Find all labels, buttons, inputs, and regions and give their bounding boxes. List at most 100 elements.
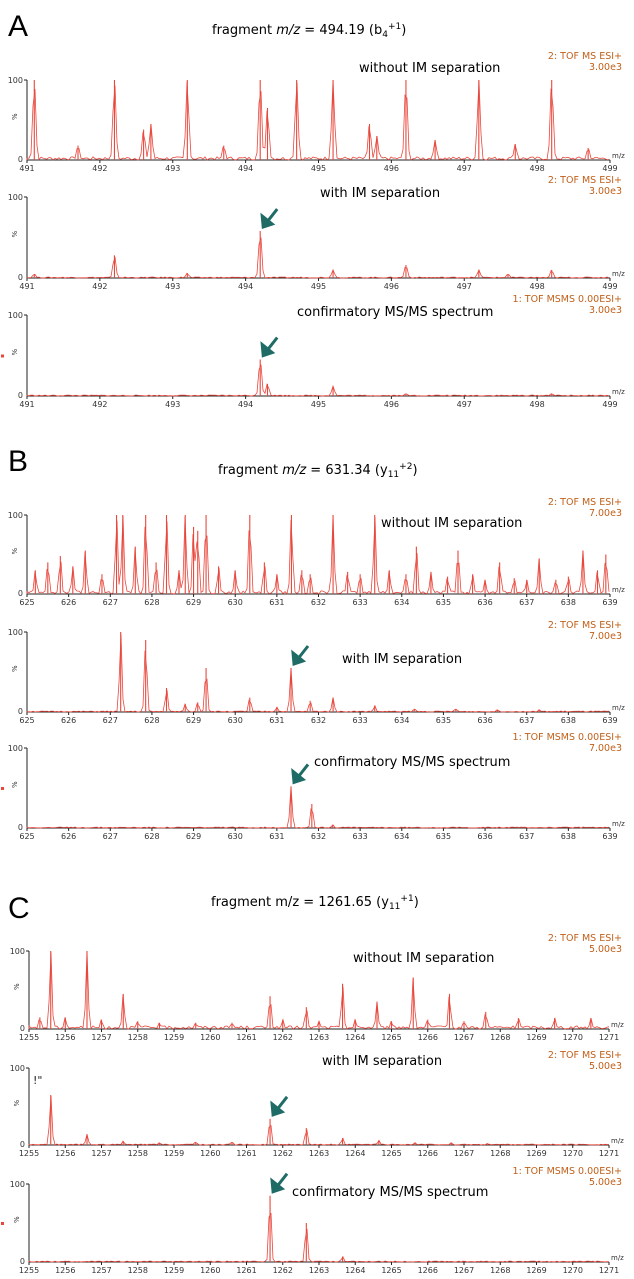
x-tick-label: 1268: [490, 1266, 510, 1275]
x-tick-label: 1261: [236, 1149, 256, 1158]
y-tick-label: 100: [10, 1180, 25, 1189]
title-part: = 494.19 (b: [300, 23, 382, 38]
x-tick-label: 630: [228, 598, 243, 607]
x-tick-label: 628: [144, 716, 159, 725]
x-tick-label: 1267: [454, 1266, 474, 1275]
instrument-label: 2: TOF MS ESI+: [548, 51, 622, 62]
x-tick-label: 1255: [19, 1149, 39, 1158]
x-tick-label: 638: [561, 832, 576, 841]
instrument-label: 2: TOF MS ESI+: [548, 933, 622, 944]
series-marker: [1, 1222, 4, 1225]
instrument-label: 2: TOF MS ESI+: [548, 1050, 622, 1061]
x-tick-label: 493: [165, 400, 180, 409]
x-tick-label: 499: [602, 400, 617, 409]
x-tick-label: 1257: [91, 1266, 111, 1275]
spectrum-trace: [26, 364, 610, 397]
spectrum-trace: [28, 950, 610, 1030]
x-tick-label: 495: [311, 164, 326, 173]
x-tick-label: 1263: [309, 1266, 329, 1275]
intensity-label: 3.00e3: [589, 305, 622, 316]
x-tick-label: 1268: [490, 1033, 510, 1042]
y-tick-label: 100: [8, 744, 23, 753]
y-tick-label: 100: [8, 76, 23, 85]
x-tick-label: 634: [394, 832, 409, 841]
x-tick-label: 1264: [345, 1149, 365, 1158]
x-tick-label: 626: [61, 832, 76, 841]
x-tick-label: 631: [269, 598, 284, 607]
x-tick-label: 628: [144, 598, 159, 607]
title-superscript: +2: [399, 462, 412, 472]
x-tick-label: 497: [457, 282, 472, 291]
x-tick-label: 637: [519, 598, 534, 607]
y-tick-label: 100: [8, 311, 23, 320]
x-axis-unit: m/z: [612, 152, 625, 160]
title-superscript: +1: [388, 22, 401, 32]
x-tick-label: 499: [602, 282, 617, 291]
x-tick-label: 491: [19, 400, 34, 409]
x-tick-label: 1260: [200, 1266, 220, 1275]
x-tick-label: 636: [477, 832, 492, 841]
y-axis-label: %: [13, 1100, 21, 1107]
title-subscript: 11: [389, 902, 400, 912]
y-tick-label: 100: [10, 1064, 25, 1073]
x-tick-label: 630: [228, 832, 243, 841]
x-tick-label: 634: [394, 598, 409, 607]
spectrum-trace: [28, 1095, 609, 1146]
x-tick-label: 627: [103, 716, 118, 725]
panel-letter: C: [8, 892, 30, 925]
x-tick-label: 634: [394, 716, 409, 725]
x-tick-label: 1259: [164, 1033, 184, 1042]
peak-arrow-head: [291, 768, 307, 785]
x-axis-unit: m/z: [612, 388, 625, 396]
y-axis-label: %: [11, 349, 19, 356]
x-tick-label: 1262: [273, 1033, 293, 1042]
title-part: ): [414, 895, 419, 910]
intensity-label: 3.00e3: [589, 186, 622, 197]
x-tick-label: 1256: [55, 1266, 75, 1275]
x-tick-label: 625: [19, 598, 34, 607]
x-tick-label: 1270: [563, 1149, 583, 1158]
x-tick-label: 625: [19, 716, 34, 725]
x-tick-label: 637: [519, 832, 534, 841]
x-axis-unit: m/z: [611, 1021, 624, 1029]
x-tick-label: 492: [92, 400, 107, 409]
x-tick-label: 491: [19, 164, 34, 173]
y-axis-label: %: [11, 548, 19, 555]
x-tick-label: 495: [311, 400, 326, 409]
spectrum-trace: [26, 634, 610, 713]
x-tick-label: 1256: [55, 1033, 75, 1042]
x-tick-label: 632: [311, 716, 326, 725]
title-subscript: 11: [388, 470, 399, 480]
x-tick-label: 629: [186, 598, 201, 607]
y-zero-label: 0: [20, 1257, 25, 1266]
x-tick-label: 495: [311, 282, 326, 291]
title-subscript: 4: [382, 30, 388, 40]
y-zero-label: 0: [18, 707, 23, 716]
y-axis-label: %: [11, 665, 19, 672]
instrument-label: 2: TOF MS ESI+: [548, 620, 622, 631]
instrument-label: 2: TOF MS ESI+: [548, 175, 622, 186]
y-tick-label: 100: [10, 947, 25, 956]
title-part: fragment: [218, 463, 282, 478]
instrument-label: 1: TOF MSMS 0.00ESI+: [513, 1166, 622, 1177]
x-tick-label: 498: [529, 282, 544, 291]
x-tick-label: 494: [238, 282, 253, 291]
x-tick-label: 1259: [164, 1266, 184, 1275]
x-tick-label: 632: [311, 832, 326, 841]
y-tick-label: 100: [8, 628, 23, 637]
x-tick-label: 1264: [345, 1033, 365, 1042]
x-tick-label: 1262: [273, 1149, 293, 1158]
x-tick-label: 1267: [454, 1149, 474, 1158]
x-tick-label: 1269: [526, 1149, 546, 1158]
subplot-C-1: 2: TOF MS ESI+5.00e3 without IM separatio…: [10, 933, 624, 1042]
y-zero-label: 0: [18, 155, 23, 164]
title-part: ): [401, 23, 406, 38]
y-axis-label: %: [13, 1216, 21, 1223]
peak-arrow-head: [260, 341, 276, 358]
x-tick-label: 496: [384, 400, 399, 409]
x-tick-label: 1270: [563, 1033, 583, 1042]
fragment-title: fragment m/z = 494.19 (b4+1): [212, 22, 406, 40]
x-tick-label: 1270: [563, 1266, 583, 1275]
